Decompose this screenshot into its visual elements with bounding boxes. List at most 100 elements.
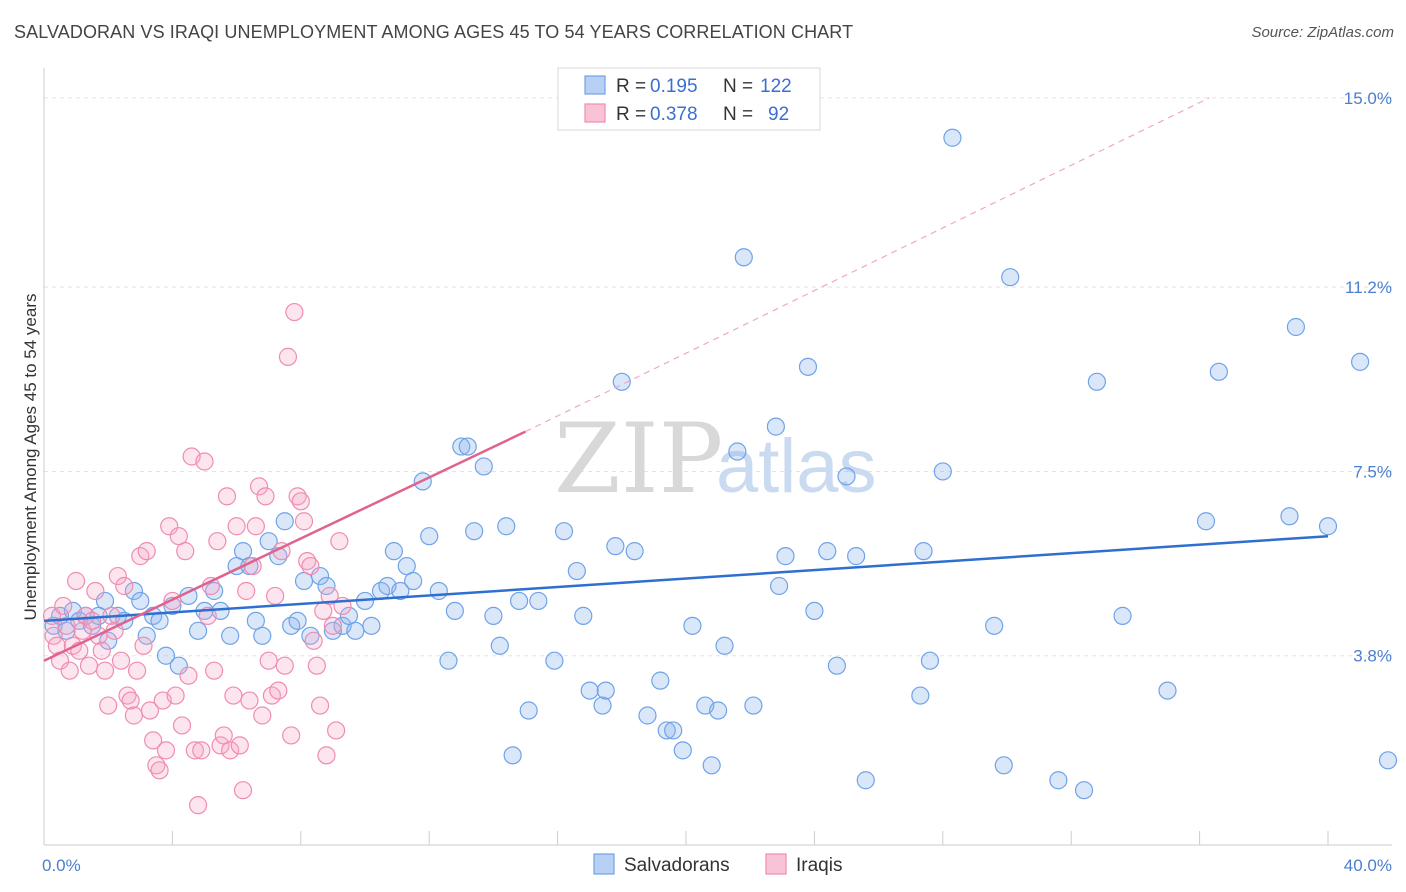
salvadoran-point-77 xyxy=(625,542,644,561)
y-tick-label-1: 7.5% xyxy=(1353,462,1392,481)
salvadorans-points xyxy=(44,128,1398,800)
salvadoran-point-110 xyxy=(1074,781,1094,800)
salvadoran-point-97 xyxy=(827,656,846,675)
legend-swatch-iraqis xyxy=(584,103,606,123)
legend-swatch-salvadorans xyxy=(584,75,606,95)
iraqi-point-17 xyxy=(95,661,115,680)
iraqi-point-90 xyxy=(330,532,349,551)
salvadoran-point-43 xyxy=(346,621,365,640)
salvadoran-point-116 xyxy=(1280,507,1299,526)
salvadoran-point-16 xyxy=(150,611,169,630)
salvadoran-point-88 xyxy=(728,442,747,461)
iraqi-point-16 xyxy=(92,641,111,660)
salvadoran-point-108 xyxy=(1001,268,1020,287)
iraqi-point-1 xyxy=(44,626,63,645)
salvadoran-point-14 xyxy=(137,626,156,645)
iraqi-point-33 xyxy=(147,756,166,775)
watermark: ZIP atlas xyxy=(554,403,877,515)
salvadoran-point-38 xyxy=(310,566,330,586)
salvadoran-point-13 xyxy=(131,591,150,611)
iraqi-point-31 xyxy=(140,701,160,720)
salvadoran-point-70 xyxy=(567,561,586,581)
salvadoran-point-69 xyxy=(554,522,574,541)
legend-r-label-1: R = xyxy=(616,104,646,125)
salvadoran-point-67 xyxy=(529,591,548,611)
bottom-legend-swatch-iraqis xyxy=(765,853,787,875)
salvadoran-point-90 xyxy=(744,696,763,715)
salvadoran-point-95 xyxy=(805,601,824,621)
chart-title: SALVADORAN VS IRAQI UNEMPLOYMENT AMONG A… xyxy=(14,22,854,42)
salvadoran-point-63 xyxy=(497,517,516,536)
salvadoran-point-117 xyxy=(1286,317,1306,337)
iraqi-point-36 xyxy=(156,741,176,760)
iraqi-point-59 xyxy=(230,736,249,755)
salvadoran-point-45 xyxy=(362,616,381,635)
y-tick-labels: 3.8% 7.5% 11.2% 15.0% xyxy=(1344,89,1392,666)
salvadoran-point-104 xyxy=(933,462,952,481)
iraqi-point-18 xyxy=(99,696,118,715)
grid-lines xyxy=(44,97,1392,657)
iraqi-point-83 xyxy=(307,656,326,675)
iraqi-point-74 xyxy=(278,347,298,366)
iraqi-point-75 xyxy=(282,726,301,745)
iraqi-point-70 xyxy=(266,586,285,606)
legend-n-label-0: N = xyxy=(723,76,753,97)
iraqi-point-76 xyxy=(285,302,304,322)
iraqi-point-82 xyxy=(304,631,323,650)
salvadoran-point-118 xyxy=(1318,517,1338,536)
iraqi-point-32 xyxy=(144,731,163,750)
iraqi-point-42 xyxy=(176,542,195,561)
iraqi-point-57 xyxy=(224,686,243,705)
salvadoran-point-35 xyxy=(288,611,307,630)
bottom-legend-label-iraqis: Iraqis xyxy=(796,855,842,876)
salvadoran-point-48 xyxy=(384,542,403,561)
iraqi-point-24 xyxy=(118,686,137,705)
salvadoran-point-59 xyxy=(465,522,484,541)
salvadoran-point-81 xyxy=(664,721,683,740)
salvadoran-point-91 xyxy=(766,417,785,436)
salvadoran-point-54 xyxy=(429,581,448,601)
salvadoran-point-105 xyxy=(943,128,962,147)
iraqi-point-81 xyxy=(301,556,320,576)
legend-r-label-0: R = xyxy=(616,76,646,97)
x-tick-label-1: 40.0% xyxy=(1344,856,1392,875)
iraqi-point-65 xyxy=(249,477,269,496)
iraqi-point-4 xyxy=(54,596,73,616)
legend-top: R = 0.195 N = 122 R = 0.378 N = 92 xyxy=(557,67,821,131)
iraqi-point-77 xyxy=(288,487,307,506)
salvadoran-point-17 xyxy=(156,646,176,665)
salvadoran-point-79 xyxy=(651,671,670,690)
iraqi-point-8 xyxy=(66,571,86,591)
iraqis-trend-extension xyxy=(525,97,1210,433)
iraqi-point-48 xyxy=(195,452,214,471)
iraqi-point-68 xyxy=(259,651,278,670)
legend-n-value-1: 92 xyxy=(768,104,789,125)
salvadoran-point-71 xyxy=(574,606,593,625)
iraqi-point-14 xyxy=(86,581,105,601)
iraqi-point-64 xyxy=(246,517,265,536)
salvadoran-point-74 xyxy=(596,681,615,700)
iraqi-point-21 xyxy=(108,566,127,586)
salvadoran-point-25 xyxy=(221,626,240,645)
legend-n-value-0: 122 xyxy=(760,76,792,97)
iraqi-point-37 xyxy=(160,517,179,536)
salvadoran-point-51 xyxy=(404,571,423,591)
iraqi-point-53 xyxy=(211,736,230,755)
salvadoran-point-106 xyxy=(985,616,1004,635)
salvadorans-trend-line xyxy=(43,534,1329,623)
salvadoran-point-55 xyxy=(439,651,458,670)
iraqi-point-61 xyxy=(237,581,256,601)
salvadoran-point-21 xyxy=(188,621,208,640)
iraqi-point-55 xyxy=(217,487,237,506)
salvadoran-point-9 xyxy=(99,631,118,650)
chart-source: Source: ZipAtlas.com xyxy=(1251,24,1394,41)
salvadoran-point-98 xyxy=(837,467,856,486)
iraqi-point-12 xyxy=(79,656,99,675)
iraqi-point-88 xyxy=(323,616,342,635)
legend-r-value-0: 0.195 xyxy=(650,76,698,97)
salvadoran-point-85 xyxy=(702,756,721,775)
iraqi-point-56 xyxy=(221,741,240,760)
salvadoran-point-83 xyxy=(683,616,702,635)
salvadoran-point-80 xyxy=(657,721,676,740)
